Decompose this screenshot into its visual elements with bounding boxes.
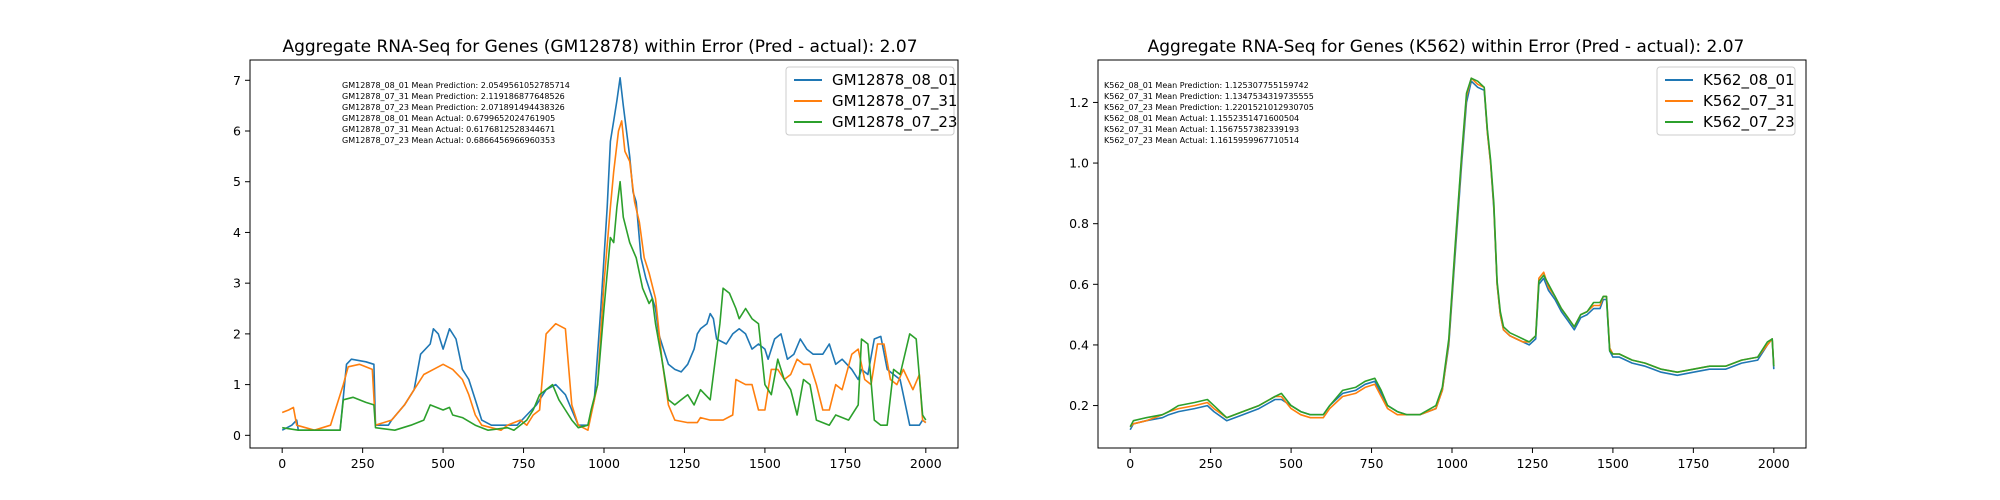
y-tick-label: 1.2: [1069, 95, 1089, 110]
x-tick-label: 0: [278, 456, 286, 471]
legend-entry: K562_07_23: [1703, 113, 1795, 132]
legend-entry: GM12878_08_01: [832, 71, 957, 90]
annotation-line: GM12878_07_23 Mean Prediction: 2.0718914…: [342, 103, 565, 112]
series-line: [282, 180, 927, 432]
x-tick-label: 0: [1126, 456, 1134, 471]
y-tick-label: 6: [233, 124, 241, 139]
x-tick-label: 1000: [1436, 456, 1468, 471]
y-tick-label: 2: [233, 326, 241, 341]
y-tick-label: 7: [233, 73, 241, 88]
x-tick-label: 1500: [749, 456, 781, 471]
x-tick-label: 750: [1360, 456, 1384, 471]
x-tick-label: 1000: [588, 456, 620, 471]
x-tick-label: 1250: [1517, 456, 1549, 471]
series-line: [1129, 77, 1775, 428]
x-tick-label: 750: [512, 456, 536, 471]
annotation-line: K562_07_31 Mean Actual: 1.15675573823391…: [1104, 125, 1299, 134]
y-tick-label: 0.8: [1069, 216, 1089, 231]
x-tick-label: 1750: [1677, 456, 1709, 471]
annotation-line: K562_07_23 Mean Actual: 1.16159599677105…: [1104, 136, 1299, 145]
series-line: [281, 120, 927, 432]
x-tick-label: 2000: [910, 456, 942, 471]
chart-title: Aggregate RNA-Seq for Genes (GM12878) wi…: [282, 37, 917, 57]
series-group: [1129, 77, 1775, 431]
x-tick-label: 500: [431, 456, 455, 471]
y-tick-label: 1: [233, 377, 241, 392]
series-group: [281, 77, 927, 432]
annotation-line: GM12878_07_31 Mean Actual: 0.61768125283…: [342, 125, 555, 134]
annotation-line: GM12878_08_01 Mean Prediction: 2.0549561…: [342, 81, 570, 90]
x-tick-label: 1500: [1597, 456, 1629, 471]
annotation-line: K562_07_23 Mean Prediction: 1.2201521012…: [1104, 103, 1314, 112]
y-tick-label: 0: [233, 428, 241, 443]
chart-gm12878: 0 250 500 750 1000 1250 1500 1750 2000 0 1 2 3 4 5 6 7 Ag…: [233, 37, 959, 471]
annotation-line: GM12878_08_01 Mean Actual: 0.67996520247…: [342, 114, 555, 123]
y-tick-label: 0.6: [1069, 277, 1089, 292]
y-tick-label: 5: [233, 174, 241, 189]
legend-frame: [785, 66, 955, 136]
legend-entry: GM12878_07_23: [832, 113, 957, 132]
chart-k562: 0 250 500 750 1000 1250 1500 1750 2000 0.2 0.4 0.6 0…: [1069, 37, 1807, 471]
y-tick-label: 4: [233, 225, 241, 240]
y-tick-label: 1.0: [1069, 156, 1089, 171]
series-line: [281, 77, 927, 432]
legend-entry: GM12878_07_31: [832, 92, 957, 111]
x-tick-label: 250: [1199, 456, 1223, 471]
legend: GM12878_08_01 GM12878_07_31 GM12878_07_2…: [785, 66, 957, 136]
x-tick-label: 500: [1279, 456, 1303, 471]
y-tick-label: 3: [233, 276, 241, 291]
legend-entry: K562_07_31: [1703, 92, 1795, 111]
y-tick-label: 0.2: [1069, 398, 1089, 413]
annotation-line: K562_07_31 Mean Prediction: 1.1347534319…: [1104, 92, 1314, 101]
annotation-block: K562_08_01 Mean Prediction: 1.1253077551…: [1104, 81, 1314, 145]
annotation-line: K562_08_01 Mean Actual: 1.15523514716005…: [1104, 114, 1299, 123]
y-tick-label: 0.4: [1069, 337, 1089, 352]
annotation-line: GM12878_07_31 Mean Prediction: 2.1191868…: [342, 92, 565, 101]
legend-frame: [1656, 66, 1796, 136]
annotation-line: K562_08_01 Mean Prediction: 1.1253077551…: [1104, 81, 1309, 90]
x-tick-label: 2000: [1758, 456, 1790, 471]
x-tick-label: 1750: [829, 456, 861, 471]
chart-title: Aggregate RNA-Seq for Genes (K562) withi…: [1148, 37, 1745, 57]
annotation-line: GM12878_07_23 Mean Actual: 0.68664569669…: [342, 136, 555, 145]
legend-entry: K562_08_01: [1703, 71, 1795, 90]
annotation-block: GM12878_08_01 Mean Prediction: 2.0549561…: [342, 81, 570, 145]
legend: K562_08_01 K562_07_31 K562_07_23: [1656, 66, 1796, 136]
x-tick-label: 250: [351, 456, 375, 471]
x-tick-label: 1250: [669, 456, 701, 471]
